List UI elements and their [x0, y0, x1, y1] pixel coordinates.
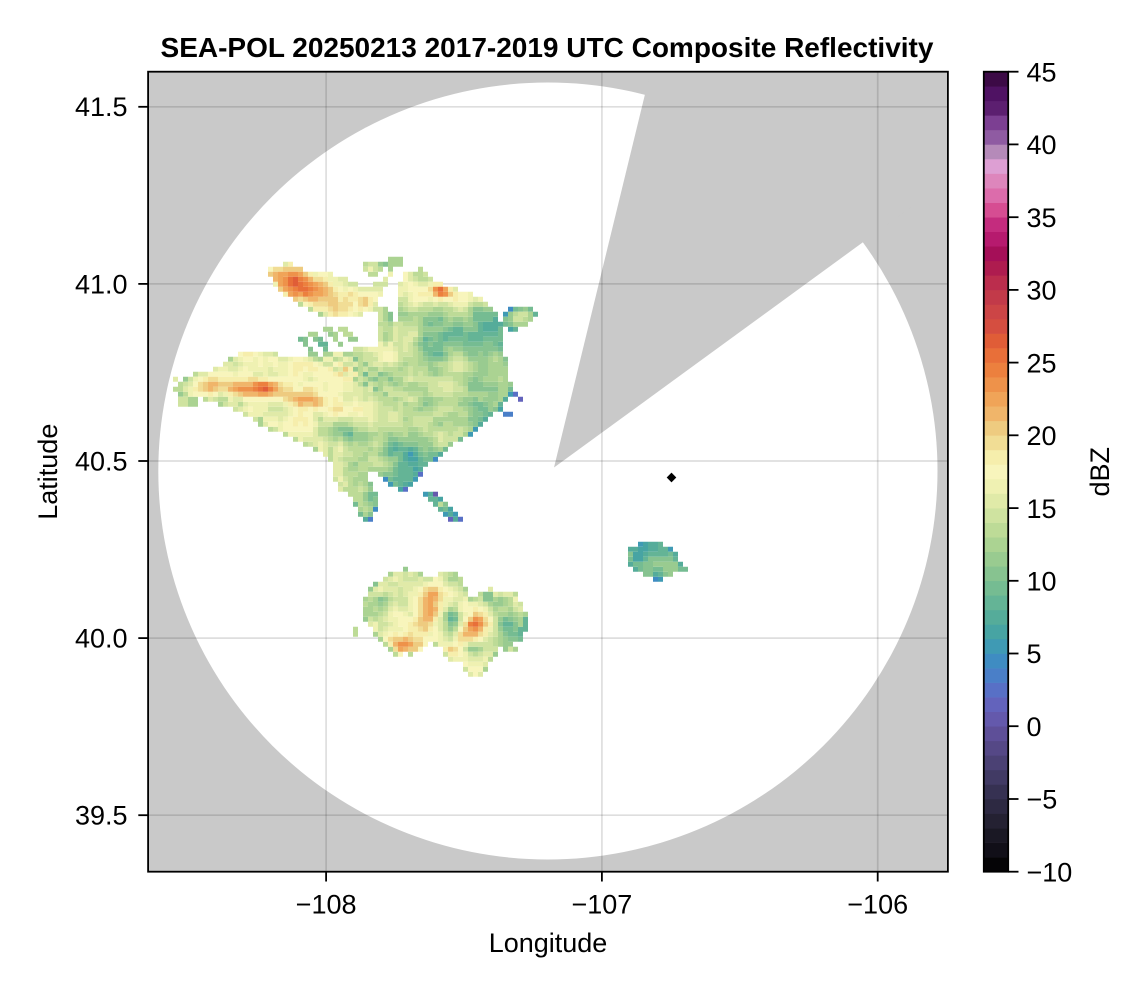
svg-text:20: 20 — [1027, 421, 1057, 451]
svg-text:Longitude: Longitude — [489, 928, 608, 958]
svg-text:25: 25 — [1027, 348, 1057, 378]
svg-text:5: 5 — [1027, 639, 1042, 669]
svg-text:41.0: 41.0 — [75, 269, 128, 299]
svg-text:−10: −10 — [1027, 857, 1073, 887]
svg-text:35: 35 — [1027, 203, 1057, 233]
svg-text:40: 40 — [1027, 130, 1057, 160]
svg-text:10: 10 — [1027, 567, 1057, 597]
svg-text:15: 15 — [1027, 494, 1057, 524]
svg-text:Latitude: Latitude — [33, 424, 63, 520]
svg-text:−106: −106 — [847, 890, 908, 920]
svg-text:dBZ: dBZ — [1085, 447, 1115, 497]
svg-text:40.0: 40.0 — [75, 624, 128, 654]
svg-text:−107: −107 — [571, 890, 632, 920]
svg-text:30: 30 — [1027, 276, 1057, 306]
svg-text:41.5: 41.5 — [75, 92, 128, 122]
svg-text:−108: −108 — [296, 890, 357, 920]
svg-text:0: 0 — [1027, 712, 1042, 742]
svg-text:−5: −5 — [1027, 785, 1058, 815]
svg-text:40.5: 40.5 — [75, 446, 128, 476]
svg-text:SEA-POL 20250213 2017-2019 UTC: SEA-POL 20250213 2017-2019 UTC Composite… — [161, 32, 934, 63]
svg-text:39.5: 39.5 — [75, 801, 128, 831]
svg-text:45: 45 — [1027, 57, 1057, 87]
